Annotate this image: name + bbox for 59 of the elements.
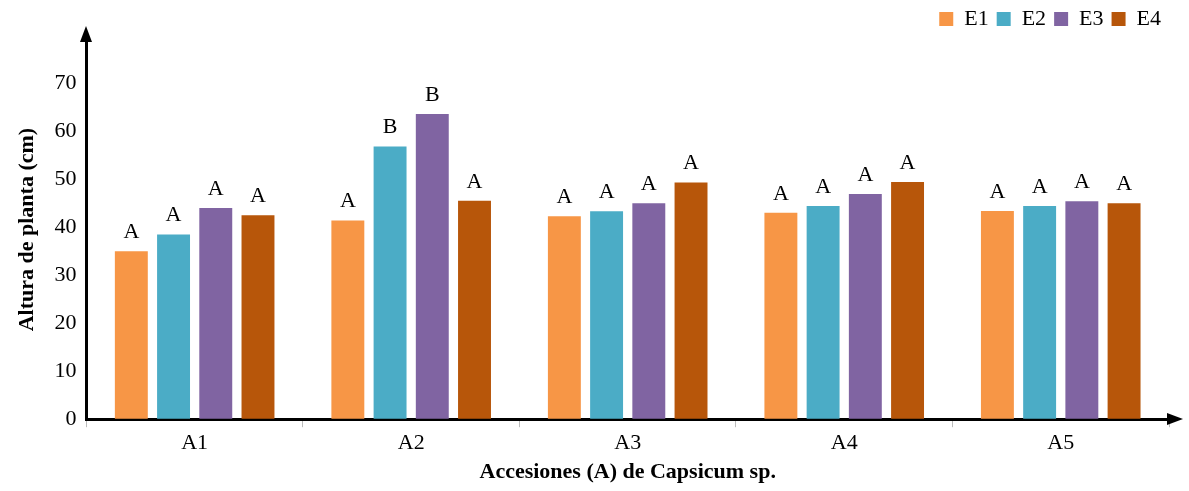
y-tick-label: 50: [54, 164, 77, 190]
legend-label: E3: [1079, 4, 1104, 30]
data-label: A: [466, 167, 483, 193]
y-tick-label: 40: [54, 212, 77, 238]
legend-label: E1: [964, 4, 989, 30]
bar: [1065, 201, 1099, 419]
bar: [199, 208, 233, 419]
bar: [764, 212, 798, 419]
data-label: A: [1031, 172, 1048, 198]
bar: [373, 146, 407, 419]
data-label: B: [382, 113, 398, 139]
y-tick-label: 60: [54, 116, 77, 142]
data-label: A: [250, 181, 267, 207]
bar: [114, 251, 148, 419]
bar: [547, 216, 581, 419]
data-label: A: [207, 174, 224, 200]
x-tick-label: A4: [830, 429, 858, 455]
bar: [891, 182, 925, 419]
data-label: A: [815, 172, 832, 198]
bar: [806, 206, 840, 419]
x-tick-label: A5: [1047, 429, 1075, 455]
bar: [980, 210, 1014, 419]
data-label: A: [165, 201, 182, 227]
data-label: A: [989, 177, 1006, 203]
data-label: A: [683, 149, 700, 175]
bar: [848, 194, 882, 419]
bar: [1023, 206, 1057, 419]
data-label: B: [424, 80, 440, 106]
data-label: A: [556, 182, 573, 208]
x-tick-label: A3: [614, 429, 642, 455]
y-tick-label: 20: [54, 308, 77, 334]
data-label: A: [899, 148, 916, 174]
data-label: A: [772, 179, 789, 205]
bar: [590, 211, 624, 419]
data-label: A: [123, 217, 140, 243]
data-label: A: [339, 187, 356, 213]
y-axis-title: Altura de planta (cm): [12, 127, 38, 332]
bar: [674, 182, 708, 419]
bar: [458, 200, 491, 419]
y-tick-label: 10: [54, 356, 77, 382]
bar: [415, 113, 449, 419]
x-tick-label: A2: [397, 429, 425, 455]
legend-label: E4: [1136, 4, 1162, 30]
y-tick-label: 30: [54, 260, 77, 286]
x-tick-label: A1: [181, 429, 209, 455]
y-tick-label: 70: [54, 68, 77, 94]
data-label: A: [1073, 168, 1090, 194]
bar: [241, 215, 275, 419]
legend-label: E2: [1021, 4, 1047, 30]
bar: [157, 234, 191, 419]
data-label: A: [857, 160, 874, 186]
y-tick-label: 0: [65, 404, 77, 430]
data-label: A: [640, 169, 657, 195]
data-label: A: [1116, 169, 1133, 195]
x-axis-title: Accesiones (A) de Capsicum sp.: [479, 458, 776, 484]
bar: [331, 220, 365, 419]
bar: [1107, 203, 1141, 419]
bar: [632, 203, 666, 419]
data-label: A: [598, 178, 615, 204]
